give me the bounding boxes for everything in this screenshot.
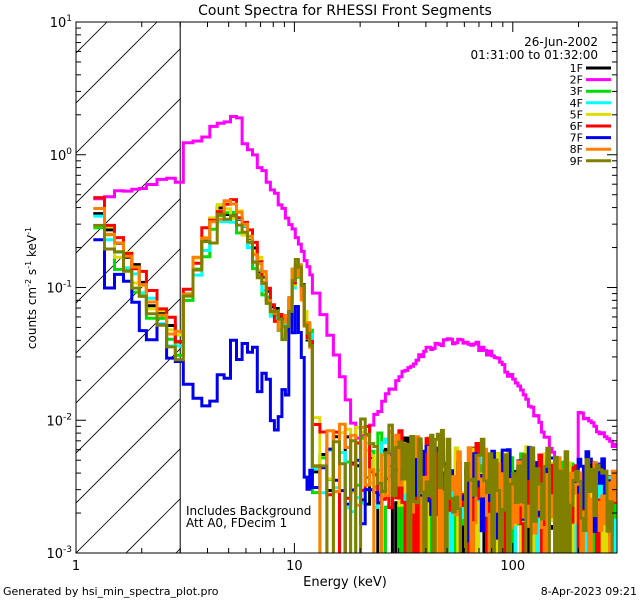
hatch-line	[76, 22, 158, 104]
y-tick-label-0.001: 10-3	[46, 545, 72, 562]
x-tick-label-1: 1	[72, 559, 80, 574]
x-axis-label: Energy (keV)	[303, 575, 387, 590]
y-tick-label-0.01: 10-2	[46, 412, 72, 429]
legend-label-2F: 2F	[570, 74, 583, 87]
y-tick-label-1: 100	[50, 147, 73, 164]
hatch-line	[76, 448, 181, 553]
hatch-line	[0, 0, 126, 553]
x-tick-label-10: 10	[286, 559, 303, 574]
legend-label-8F: 8F	[570, 143, 583, 156]
annotation-attenuator: Att A0, FDecim 1	[186, 516, 287, 530]
y-tick-label-10: 101	[50, 14, 72, 31]
y-axis-label: counts cm-2 s-1 keV-1	[24, 227, 39, 349]
hatch-line	[76, 248, 181, 354]
hatch-line	[626, 0, 640, 553]
annotation-background: Includes Background	[186, 504, 311, 518]
y-tick-label-0.1: 10-1	[46, 280, 72, 297]
legend-label-1F: 1F	[570, 62, 583, 75]
legend-label-6F: 6F	[570, 120, 583, 133]
axis-ticks	[75, 21, 618, 554]
footer-timestamp: 8-Apr-2023 09:21	[541, 585, 637, 598]
x-tick-label-100: 100	[500, 559, 525, 574]
y-tick-labels: 101 100 10-1 10-2 10-3	[46, 14, 72, 562]
series-line-9F	[93, 212, 614, 553]
legend-label-5F: 5F	[570, 108, 583, 121]
legend-label-7F: 7F	[570, 132, 583, 145]
observation-date: 26-Jun-2002	[524, 35, 598, 49]
legend-label-3F: 3F	[570, 85, 583, 98]
footer-generated-by: Generated by hsi_min_spectra_plot.pro	[3, 585, 219, 598]
hatch-line	[76, 98, 181, 204]
legend-label-4F: 4F	[570, 97, 583, 110]
x-tick-labels: 1 10 100	[72, 559, 525, 574]
observation-time-range: 01:31:00 to 01:32:00	[471, 48, 598, 62]
hatch-line	[76, 48, 181, 154]
series-lines	[93, 115, 617, 553]
legend-label-9F: 9F	[570, 155, 583, 168]
chart-title: Count Spectra for RHESSI Front Segments	[198, 3, 492, 19]
hatch-line	[76, 398, 181, 504]
